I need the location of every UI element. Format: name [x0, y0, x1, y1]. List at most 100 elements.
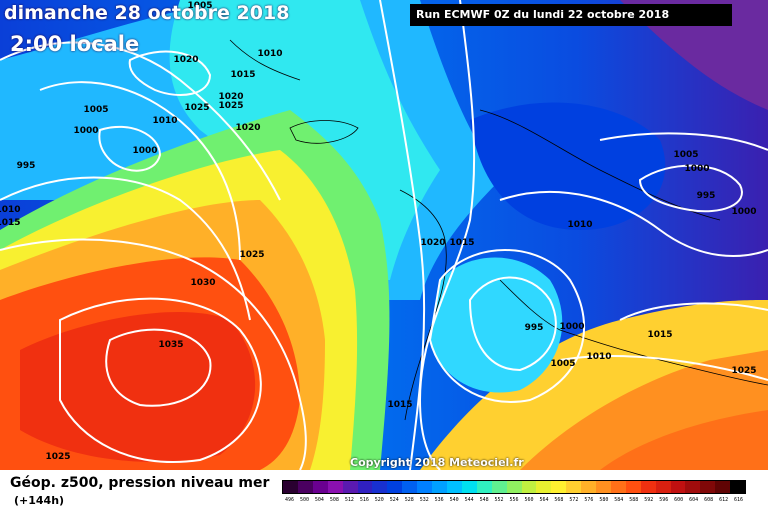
scale-label: 524: [389, 497, 399, 503]
scale-swatch: [432, 481, 447, 493]
scale-label: 508: [329, 497, 339, 503]
isobar-label: 1010: [257, 49, 282, 59]
isobar-labels: 1005102010101015102010251025101010201005…: [0, 1, 757, 462]
scale-swatch: [551, 481, 567, 493]
scale-swatch: [536, 481, 552, 493]
scale-swatch: [417, 481, 433, 493]
scale-swatch: [581, 481, 597, 493]
scale-label: 604: [689, 497, 699, 503]
isobar-label: 1015: [0, 218, 21, 228]
scale-label: 496: [284, 497, 294, 503]
south-red: [600, 410, 768, 470]
scale-swatch: [297, 481, 313, 493]
run-info: Run ECMWF 0Z du lundi 22 octobre 2018: [410, 4, 732, 26]
map-title: Géop. z500, pression niveau mer: [10, 475, 270, 491]
isobar-label: 1000: [132, 146, 157, 156]
scale-swatch: [283, 481, 298, 493]
weather-map: 1005102010101015102010251025101010201005…: [0, 0, 768, 470]
scale-label: 584: [614, 497, 624, 503]
scale-label: 528: [404, 497, 414, 503]
scale-label: 520: [374, 497, 384, 503]
scale-label: 500: [299, 497, 309, 503]
isobar-label: 1030: [190, 278, 215, 288]
scale-label: 580: [599, 497, 609, 503]
scale-swatch: [446, 481, 462, 493]
scale-swatch: [476, 481, 492, 493]
color-scale-labels: 496 500 504 508 512 516 520 524 528 532 536 540 544 5…: [282, 497, 746, 503]
scale-label: 532: [419, 497, 429, 503]
red-core: [20, 311, 256, 462]
scale-swatch: [506, 481, 522, 493]
trough: [430, 257, 563, 393]
forecast-time: 2:00 locale: [10, 32, 140, 56]
isobar-label: 1015: [647, 330, 672, 340]
isobar-label: 1015: [449, 238, 474, 248]
scale-label: 616: [734, 497, 744, 503]
isobar-label: 995: [525, 323, 544, 333]
scale-label: 560: [524, 497, 534, 503]
isobar-label: 1000: [73, 126, 98, 136]
scale-label: 608: [704, 497, 714, 503]
scale-label: 564: [539, 497, 549, 503]
forecast-date: dimanche 28 octobre 2018: [4, 2, 290, 24]
scale-swatch: [685, 481, 701, 493]
scale-label: 552: [494, 497, 504, 503]
isobar-label: 1020: [235, 123, 260, 133]
isobar-label: 1010: [586, 352, 611, 362]
scale-label: 516: [359, 497, 369, 503]
ne-purple: [620, 0, 768, 110]
scale-swatch: [372, 481, 388, 493]
scale-swatch: [491, 481, 507, 493]
isobar-label: 1000: [684, 164, 709, 174]
scale-label: 576: [584, 497, 594, 503]
scale-swatch: [670, 481, 686, 493]
scale-label: 548: [479, 497, 489, 503]
scale-label: 572: [569, 497, 579, 503]
scale-swatch: [357, 481, 373, 493]
isobar-label: 1005: [550, 359, 575, 369]
scale-label: 600: [674, 497, 684, 503]
isobar-label: 1015: [387, 400, 412, 410]
isobar-label: 1025: [45, 452, 70, 462]
scale-swatch: [730, 481, 746, 493]
scale-label: 504: [314, 497, 324, 503]
scale-label: 512: [344, 497, 354, 503]
isobar-label: 995: [697, 191, 716, 201]
isobar-label: 1035: [158, 340, 183, 350]
scale-swatch: [461, 481, 477, 493]
scale-label: 536: [434, 497, 444, 503]
scale-swatch: [625, 481, 641, 493]
isobar-label: 1005: [187, 1, 212, 11]
isobar-label: 1000: [559, 322, 584, 332]
scale-swatch: [610, 481, 626, 493]
color-scale: [282, 480, 746, 494]
isobar-label: 1015: [230, 70, 255, 80]
scale-swatch: [387, 481, 403, 493]
isobar-label: 995: [17, 161, 36, 171]
isobar-label: 1005: [83, 105, 108, 115]
scale-swatch: [715, 481, 731, 493]
scale-label: 612: [719, 497, 729, 503]
isobar-lines: [0, 0, 768, 470]
scale-swatch: [402, 481, 418, 493]
scale-swatch: [640, 481, 656, 493]
isobar-label: 1025: [239, 250, 264, 260]
isobar-label: 1020: [173, 55, 198, 65]
scale-swatch: [312, 481, 328, 493]
isobar-label: 1005: [673, 150, 698, 160]
isobar-label: 1025: [218, 101, 243, 111]
isobar-label: 1010: [152, 116, 177, 126]
scale-label: 568: [554, 497, 564, 503]
scandinavian-trough: [470, 102, 666, 230]
scale-label: 592: [644, 497, 654, 503]
isobar-label: 1010: [0, 205, 21, 215]
scale-swatch: [596, 481, 611, 493]
isobar-label: 1010: [567, 220, 592, 230]
scale-label: 588: [629, 497, 639, 503]
scale-swatch: [655, 481, 671, 493]
forecast-lead: (+144h): [14, 494, 65, 507]
scale-swatch: [521, 481, 537, 493]
scale-swatch: [566, 481, 582, 493]
scale-label: 556: [509, 497, 519, 503]
isobar-label: 1025: [731, 366, 756, 376]
